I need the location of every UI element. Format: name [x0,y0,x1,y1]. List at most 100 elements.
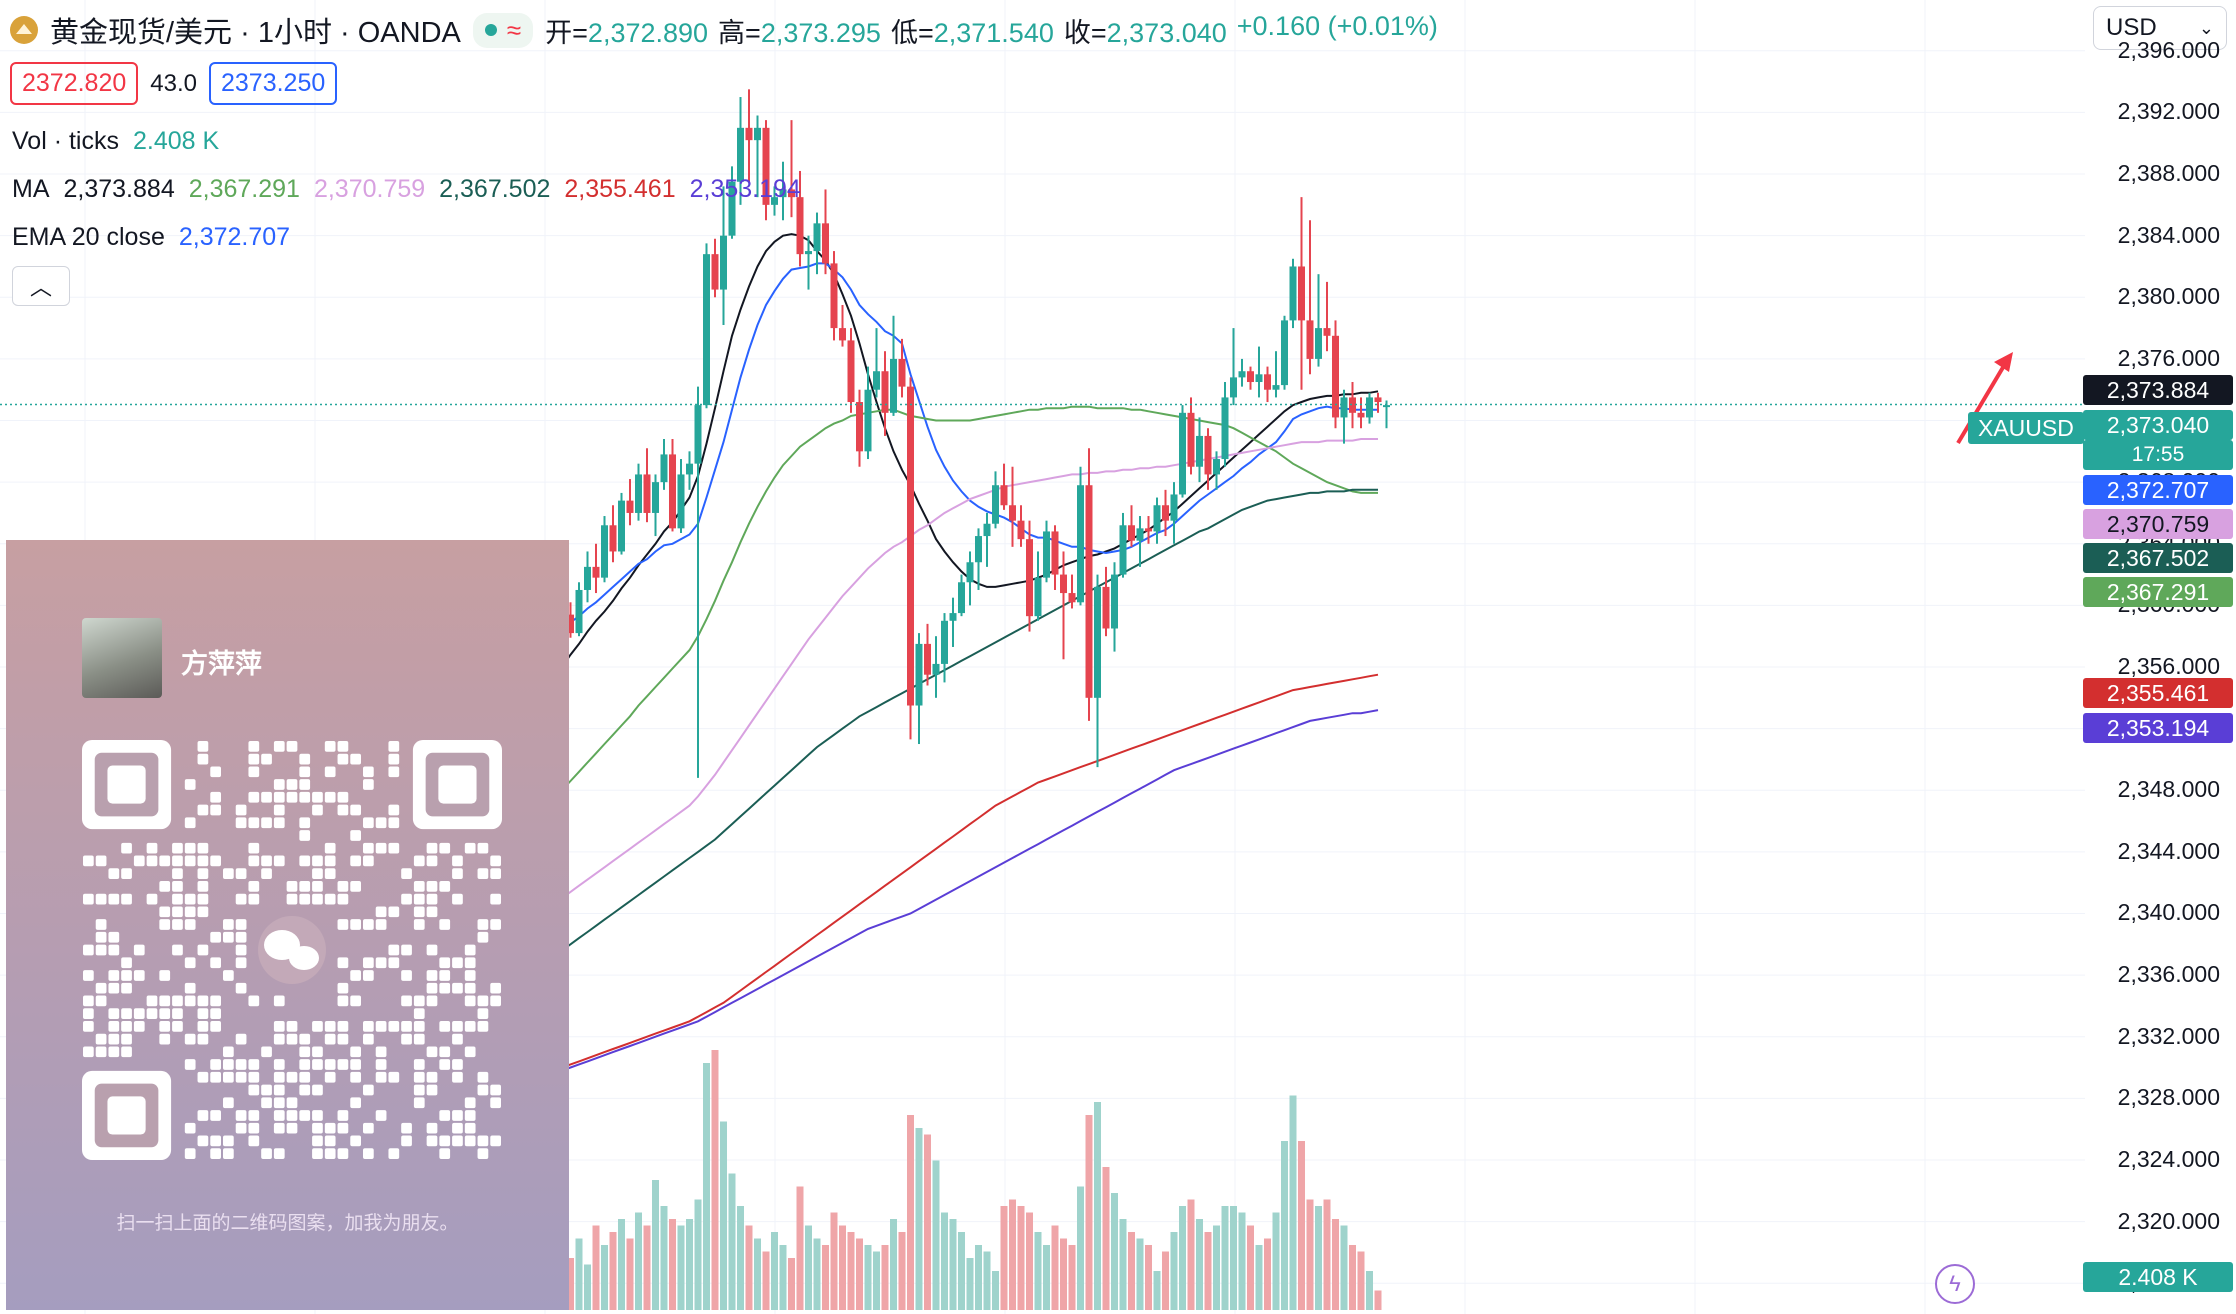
volume-bar [1085,1115,1093,1310]
volume-bar [1060,1238,1067,1310]
candle-body [1264,374,1271,390]
volume-bar [1043,1245,1050,1310]
price-axis-tick: 2,356.000 [2117,653,2220,679]
candle-body [635,474,642,513]
volume-bar [847,1232,855,1310]
candle-body [1196,435,1203,467]
candle-body [1281,320,1288,386]
volume-bar [856,1238,863,1310]
candle-body [1238,371,1246,378]
price-axis-tick: 2,380.000 [2117,283,2220,310]
price-tag: 2,367.291 [2083,577,2233,607]
volume-bar [1366,1271,1373,1310]
volume-bar [822,1245,829,1310]
ema-value: 2,372.707 [178,223,291,251]
volume-bar [924,1134,931,1310]
candle-body [745,127,753,141]
volume-bar [1102,1167,1110,1310]
candle-body [1332,335,1339,418]
high-value: 2,373.295 [760,17,881,48]
market-status-badge[interactable]: ≈ [472,12,534,48]
volume-bar [1017,1206,1025,1310]
candle-body [856,402,863,452]
candle-body [966,562,974,583]
candle-body [1145,528,1152,532]
candle-body [1255,374,1263,383]
price-tag: 2,367.502 [2083,543,2233,573]
price-axis-tick: 2,332.000 [2117,1022,2220,1049]
volume-bar [1094,1102,1101,1310]
candle-body [1085,485,1093,698]
symbol-title[interactable]: 黄金现货/美元 · 1小时 · OANDA [50,17,461,49]
price-tag: 2,372.707 [2083,475,2233,505]
volume-bar [864,1245,872,1310]
volume-bar [771,1232,778,1310]
candle-body [847,340,855,403]
volume-bar [1162,1251,1169,1310]
close-value: 2,373.040 [1106,17,1227,48]
candle-body [1034,577,1042,617]
volume-bar [907,1115,914,1310]
price-axis-tick: 2,396.000 [2117,36,2220,63]
sell-button[interactable]: 2372.820 [10,62,139,105]
ma-value-3: 2,370.759 [313,175,426,203]
candle-body [822,223,829,264]
symbol-price-label: XAUUSD [1968,412,2084,444]
candle-body [728,181,736,236]
candle-body [1289,266,1297,321]
open-label: 开= [545,17,588,48]
candle-body [1298,266,1305,321]
candle-body [1323,328,1331,336]
volume-bar [1111,1193,1118,1310]
volume-bar [1340,1225,1348,1310]
candle-body [1383,405,1390,408]
volume-value: 2.408 K [132,127,220,155]
volume-bar [1204,1232,1212,1310]
ema-label: EMA 20 close [12,223,165,251]
price-tag: 2,353.194 [2083,713,2233,743]
low-value: 2,371.540 [933,17,1054,48]
candle-body [711,254,719,290]
candle-body [779,189,787,198]
buy-button[interactable]: 2373.250 [209,62,338,105]
volume-legend[interactable]: Vol · ticks 2.408 K [12,127,219,156]
volume-bar [686,1219,693,1310]
price-tag: 2,355.461 [2083,678,2233,708]
volume-bar [805,1225,812,1310]
volume-bar [983,1251,991,1310]
candle-body [686,463,693,475]
lightning-icon[interactable]: ϟ [1935,1264,1975,1304]
symbol-header: 黄金现货/美元 · 1小时 · OANDA ≈ 开=2,372.890 高=2,… [10,8,1438,52]
candle-body [618,500,625,552]
volume-bar [592,1225,600,1310]
volume-bar [1145,1245,1152,1310]
ma-legend[interactable]: MA 2,373.884 2,367.291 2,370.759 2,367.5… [12,175,801,204]
volume-bar [1264,1238,1271,1310]
price-tag: 2,373.884 [2083,375,2233,405]
ema-legend[interactable]: EMA 20 close 2,372.707 [12,223,290,252]
volume-bar [1034,1232,1042,1310]
volume-bar [1213,1225,1220,1310]
price-axis-tick: 2,376.000 [2117,344,2220,371]
volume-bar [1221,1206,1229,1310]
candle-body [601,525,608,578]
volume-bar [1196,1219,1203,1310]
candle-body [626,500,634,513]
annotation-arrow-icon[interactable] [1956,362,2007,445]
collapse-legend-button[interactable]: ︿ [12,266,70,306]
candle-body [796,197,804,255]
volume-bar [575,1238,583,1310]
candle-body [592,566,600,578]
volume-bar [728,1173,736,1310]
candle-body [788,189,795,198]
volume-bar [788,1258,795,1310]
candle-body [1272,385,1280,390]
contact-qr-card: 方萍萍 扫一扫上面的二维码图案，加我为朋友。 [6,540,569,1310]
candle-body [1111,574,1118,629]
currency-select[interactable]: USD ⌄ [2093,6,2227,50]
candle-body [1374,397,1382,403]
volume-bar [652,1180,659,1310]
candle-body [1230,377,1237,398]
volume-bar [1000,1206,1008,1310]
spread-value: 43.0 [150,69,197,97]
